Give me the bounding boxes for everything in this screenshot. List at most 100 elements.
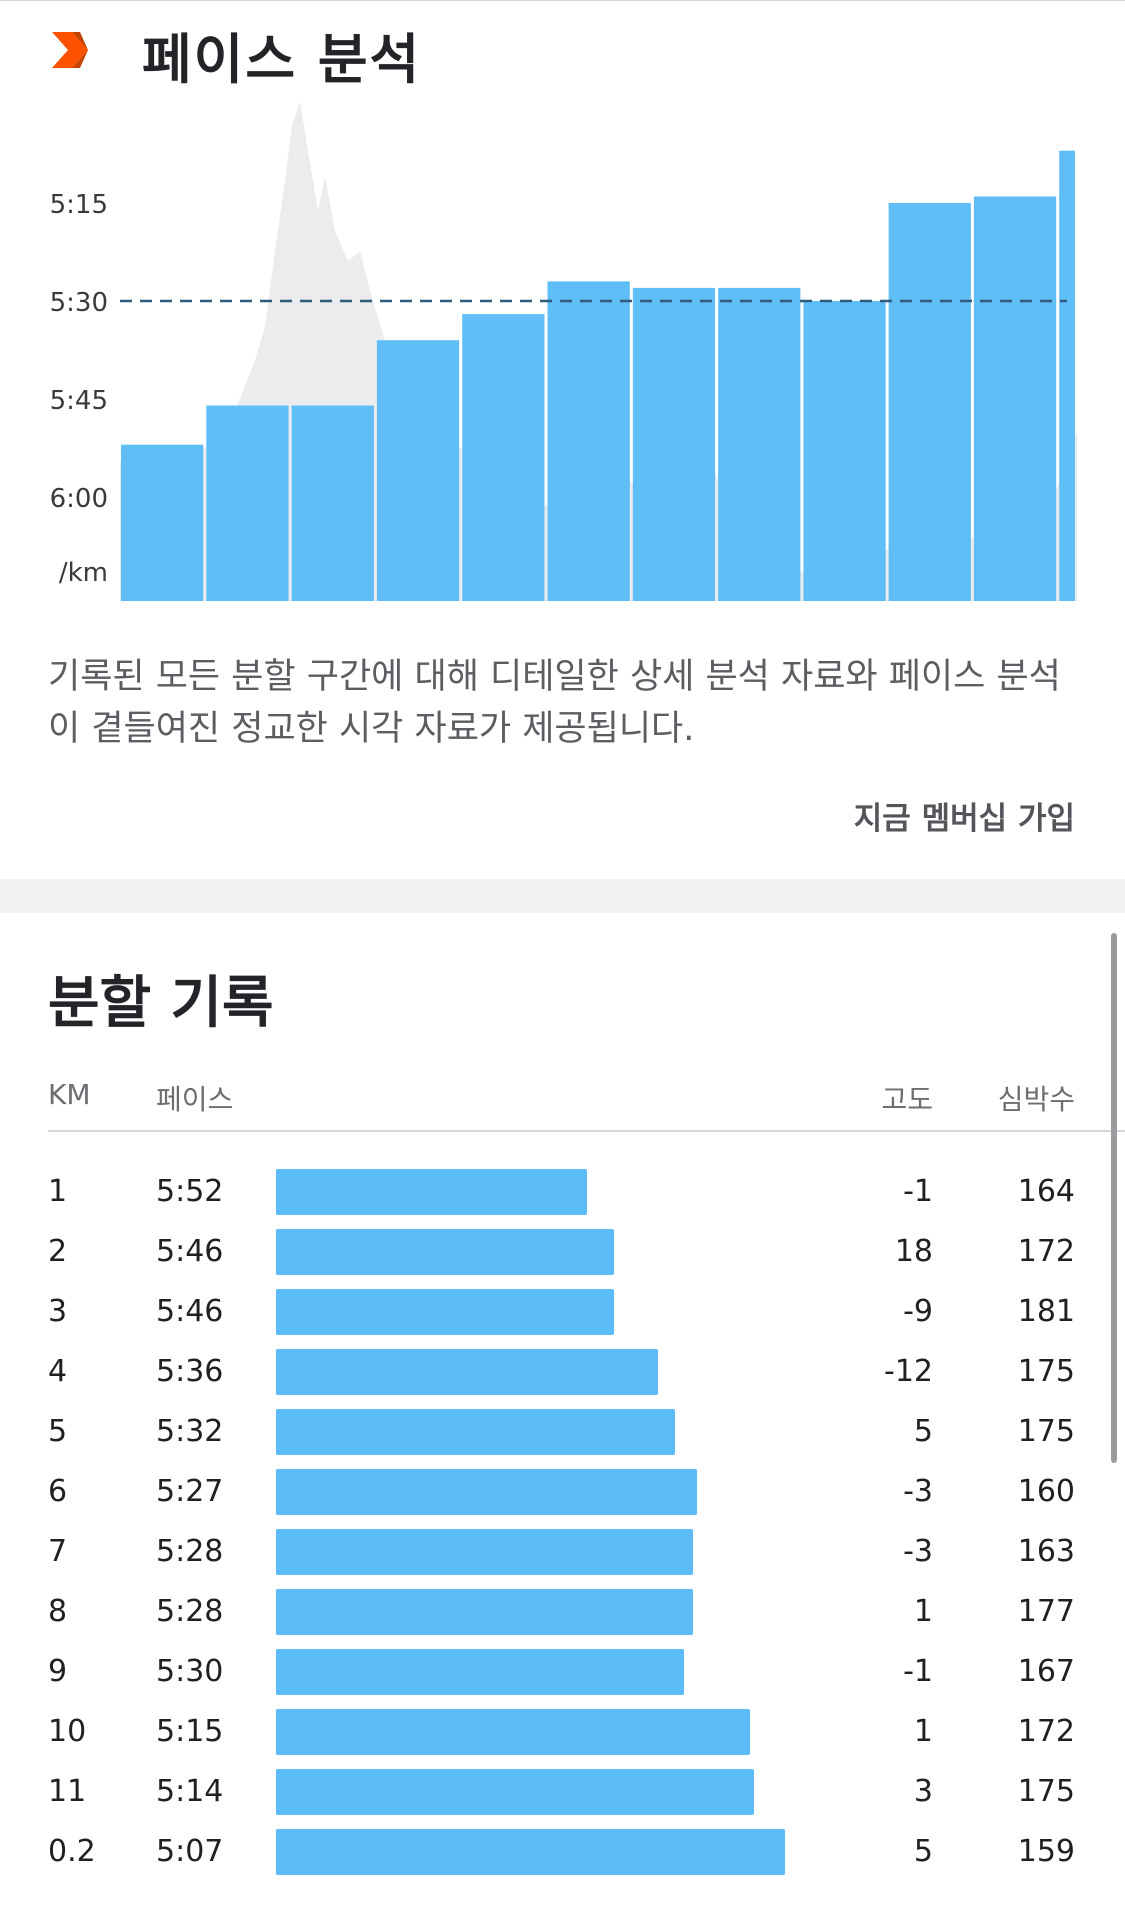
split-pace: 5:27 (156, 1474, 224, 1509)
pace-analysis-description: 기록된 모든 분할 구간에 대해 디테일한 상세 분석 자료와 페이스 분석이 … (48, 657, 1061, 749)
pace-bar-0.2 (1059, 150, 1075, 601)
split-row: 0.2 5:07 5 159 (0, 1822, 1125, 1882)
split-pace-bar (276, 1589, 693, 1635)
pace-bar-4 (376, 340, 460, 601)
split-row: 1 5:52 -1 164 (0, 1162, 1125, 1222)
split-row: 2 5:46 18 172 (0, 1222, 1125, 1282)
split-elevation: -3 (903, 1474, 933, 1509)
split-heart-rate: 172 (1017, 1234, 1075, 1269)
join-membership-link[interactable]: 지금 멤버십 가입 (853, 801, 1075, 837)
split-pace: 5:07 (156, 1834, 224, 1869)
split-pace-bar (276, 1469, 697, 1515)
y-tick-label: 6:00 (50, 484, 108, 514)
split-row: 6 5:27 -3 160 (0, 1462, 1125, 1522)
strava-chevron-icon (52, 32, 88, 68)
split-pace-bar (276, 1649, 684, 1695)
split-row: 3 5:46 -9 181 (0, 1282, 1125, 1342)
split-heart-rate: 167 (1017, 1654, 1075, 1689)
split-km: 4 (48, 1354, 68, 1389)
pace-bar-3 (291, 405, 374, 601)
split-pace-bar (276, 1349, 658, 1395)
split-km: 6 (48, 1474, 68, 1509)
split-pace: 5:46 (156, 1234, 224, 1269)
header-elevation: 고도 (881, 1083, 933, 1116)
split-elevation: -9 (903, 1294, 933, 1329)
y-tick-label: 5:15 (50, 190, 108, 220)
split-pace-bar (276, 1529, 693, 1575)
split-elevation: -1 (903, 1654, 933, 1689)
pace-bar-9 (803, 301, 886, 601)
pace-chart: 5:15 5:30 5:45 6:00/km (50, 101, 1077, 601)
pace-bar-1 (121, 444, 204, 601)
split-heart-rate: 172 (1017, 1714, 1075, 1749)
split-elevation: -1 (903, 1174, 933, 1209)
split-km: 1 (48, 1174, 68, 1209)
header-divider (48, 1130, 1125, 1132)
split-km: 7 (48, 1534, 68, 1569)
split-elevation: 1 (913, 1594, 933, 1629)
split-km: 5 (48, 1414, 68, 1449)
header-km: KM (48, 1078, 91, 1111)
split-heart-rate: 175 (1017, 1774, 1075, 1809)
split-elevation: 18 (894, 1234, 933, 1269)
pace-bar-10 (888, 203, 971, 601)
pace-bar-2 (206, 405, 289, 601)
splits-title: 분할 기록 (48, 971, 274, 1036)
pace-bar-7 (632, 287, 716, 601)
split-heart-rate: 181 (1017, 1294, 1075, 1329)
header-heart-rate: 심박수 (997, 1083, 1075, 1116)
split-row: 10 5:15 1 172 (0, 1702, 1125, 1762)
split-elevation: 3 (913, 1774, 933, 1809)
split-km: 11 (48, 1774, 87, 1809)
split-km: 9 (48, 1654, 68, 1689)
split-pace: 5:30 (156, 1654, 224, 1689)
split-heart-rate: 160 (1017, 1474, 1075, 1509)
split-heart-rate: 175 (1017, 1354, 1075, 1389)
pace-analysis-card: 페이스 분석 5:15 5:30 5:45 6:00/km 기록된 모든 분할 구간에… (0, 0, 1125, 879)
split-elevation: 5 (913, 1414, 933, 1449)
split-row: 11 5:14 3 175 (0, 1762, 1125, 1822)
split-elevation: 1 (913, 1714, 933, 1749)
split-pace-bar (276, 1709, 750, 1755)
split-elevation: -12 (884, 1354, 933, 1389)
split-elevation: 5 (913, 1834, 933, 1869)
split-pace-bar (276, 1409, 675, 1455)
pace-bar-11 (973, 196, 1057, 601)
split-row: 8 5:28 1 177 (0, 1582, 1125, 1642)
y-axis-unit-label: /km (59, 558, 108, 588)
split-km: 0.2 (48, 1834, 96, 1869)
split-pace: 5:32 (156, 1414, 224, 1449)
split-elevation: -3 (903, 1534, 933, 1569)
split-pace: 5:15 (156, 1714, 224, 1749)
split-heart-rate: 159 (1017, 1834, 1075, 1869)
split-pace-bar (276, 1289, 614, 1335)
split-pace: 5:46 (156, 1294, 224, 1329)
split-km: 2 (48, 1234, 68, 1269)
scrollbar[interactable] (1111, 933, 1117, 1463)
split-row: 4 5:36 -12 175 (0, 1342, 1125, 1402)
split-pace: 5:28 (156, 1594, 224, 1629)
split-pace-bar (276, 1829, 785, 1875)
split-pace-bar (276, 1769, 754, 1815)
split-pace: 5:28 (156, 1534, 224, 1569)
pace-bar-8 (718, 287, 801, 601)
pace-analysis-title: 페이스 분석 (142, 28, 422, 91)
split-km: 10 (48, 1714, 87, 1749)
split-row: 9 5:30 -1 167 (0, 1642, 1125, 1702)
header-pace: 페이스 (156, 1083, 234, 1116)
split-heart-rate: 164 (1017, 1174, 1075, 1209)
pace-bar-5 (462, 314, 545, 601)
split-row: 7 5:28 -3 163 (0, 1522, 1125, 1582)
y-tick-label: 5:30 (50, 288, 108, 318)
split-pace: 5:52 (156, 1174, 224, 1209)
split-pace: 5:14 (156, 1774, 224, 1809)
split-pace-bar (276, 1229, 614, 1275)
split-pace-bar (276, 1169, 587, 1215)
y-tick-label: 5:45 (50, 386, 108, 416)
pace-bar-6 (547, 281, 630, 601)
split-km: 8 (48, 1594, 68, 1629)
split-heart-rate: 177 (1017, 1594, 1075, 1629)
split-heart-rate: 175 (1017, 1414, 1075, 1449)
split-heart-rate: 163 (1017, 1534, 1075, 1569)
split-km: 3 (48, 1294, 68, 1329)
